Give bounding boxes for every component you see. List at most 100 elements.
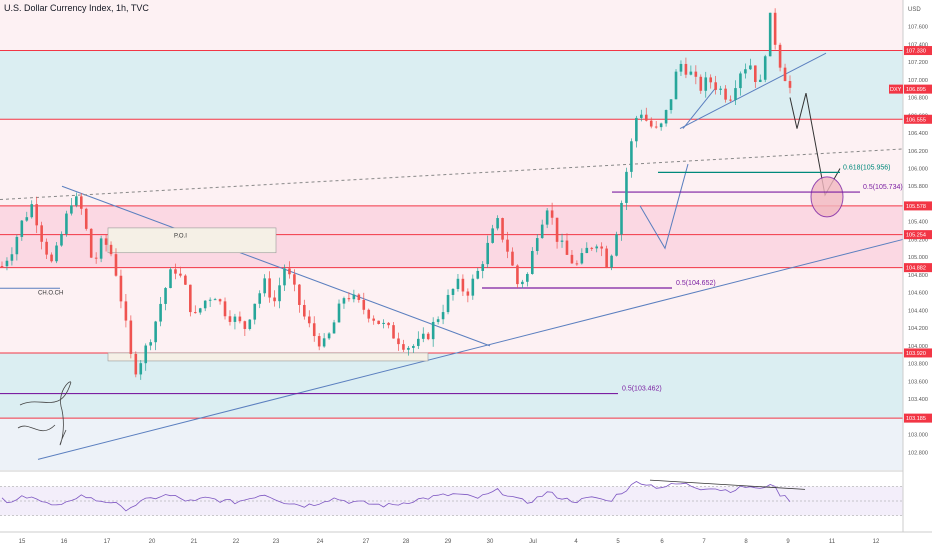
candle-body xyxy=(674,71,678,100)
level-badge-6 xyxy=(904,413,932,423)
time-label-11: 30 xyxy=(487,539,494,545)
time-label-14: 5 xyxy=(616,539,620,545)
fib-label-0: 0.618(105.956) xyxy=(843,164,890,171)
candle-body xyxy=(580,253,584,264)
price-tick-21: 103.400 xyxy=(908,397,928,403)
price-tick-11: 105.400 xyxy=(908,220,928,226)
candle-body xyxy=(208,299,212,301)
time-label-15: 6 xyxy=(660,539,664,545)
level-badge-5 xyxy=(904,348,932,358)
demand-box xyxy=(107,352,429,362)
candle-body xyxy=(5,260,9,267)
time-label-20: 12 xyxy=(873,539,880,545)
candle-body xyxy=(223,301,227,317)
candle-body xyxy=(139,363,143,375)
candle-body xyxy=(630,141,633,172)
candle-body xyxy=(744,69,747,74)
time-label-2: 17 xyxy=(104,539,111,545)
rsi-pane: 75.0050.0025.00 xyxy=(0,470,932,520)
price-tick-2: 107.200 xyxy=(908,60,928,66)
candle-body xyxy=(709,77,713,83)
current-symbol-text: DXY xyxy=(890,87,902,93)
candle-body xyxy=(694,71,698,77)
candle-body xyxy=(327,333,331,339)
candle-body xyxy=(154,321,157,343)
candle-body xyxy=(575,263,579,265)
candle-body xyxy=(283,268,286,286)
time-label-17: 8 xyxy=(744,539,748,545)
candle-body xyxy=(620,202,623,235)
candle-body xyxy=(382,322,385,325)
level-badge-text-5: 103.920 xyxy=(906,351,926,357)
candle-body xyxy=(585,247,589,254)
fib-label-1: 0.5(105.734) xyxy=(863,184,903,191)
candle-body xyxy=(560,240,564,242)
price-tick-18: 104.000 xyxy=(908,344,928,350)
current-price-badge xyxy=(904,84,932,94)
candle-body xyxy=(248,319,252,329)
level-badge-text-4: 104.882 xyxy=(906,266,926,272)
time-label-4: 21 xyxy=(191,539,198,545)
candle-body xyxy=(149,342,152,346)
candle-body xyxy=(412,345,415,348)
candle-body xyxy=(446,294,450,313)
rising-wedge-line xyxy=(679,52,827,130)
candle-body xyxy=(724,88,727,100)
candle-body xyxy=(471,278,475,296)
candle-body xyxy=(104,238,108,245)
candle-body xyxy=(397,338,400,345)
price-tick-8: 106.000 xyxy=(908,166,928,172)
candle-body xyxy=(114,254,118,276)
candle-body xyxy=(778,44,782,68)
candle-body xyxy=(10,254,14,261)
candle-body xyxy=(758,79,762,83)
rsi-band xyxy=(0,486,903,516)
uptrend-line xyxy=(37,238,904,460)
candle-body xyxy=(35,204,38,226)
poi-box xyxy=(107,227,277,254)
candle-body xyxy=(337,303,341,323)
level-badge-1 xyxy=(904,114,932,124)
candle-body xyxy=(526,273,529,282)
candle-body xyxy=(268,278,271,298)
price-tick-4: 106.800 xyxy=(908,96,928,102)
time-label-10: 29 xyxy=(445,539,452,545)
candle-body xyxy=(79,196,83,209)
levels-layer xyxy=(0,50,903,419)
candle-body xyxy=(70,205,73,214)
target-circle xyxy=(810,176,844,218)
price-tick-12: 105.200 xyxy=(908,237,928,243)
fib-label-2: 0.5(104.652) xyxy=(676,280,716,287)
candle-body xyxy=(565,240,569,255)
candle-body xyxy=(714,82,717,90)
candle-body xyxy=(426,333,430,340)
candle-body xyxy=(511,251,514,266)
candle-body xyxy=(754,65,757,83)
candle-body xyxy=(238,316,242,322)
candle-body xyxy=(441,312,445,320)
candle-body xyxy=(768,12,772,57)
candle-body xyxy=(332,322,336,334)
candle-body xyxy=(169,269,172,289)
candle-body xyxy=(109,244,113,255)
candle-body xyxy=(595,246,599,249)
candle-body xyxy=(659,123,663,128)
candle-body xyxy=(75,196,78,206)
time-label-7: 24 xyxy=(317,539,324,545)
candle-body xyxy=(431,321,435,340)
time-label-18: 9 xyxy=(786,539,790,545)
candle-body xyxy=(99,238,103,259)
candle-body xyxy=(719,88,722,90)
candle-body xyxy=(486,242,489,265)
level-badge-text-2: 105.578 xyxy=(906,204,926,210)
candle-body xyxy=(456,278,460,289)
candle-body xyxy=(521,281,524,285)
price-tick-20: 103.600 xyxy=(908,379,928,385)
candle-body xyxy=(704,77,708,91)
chart-title: U.S. Dollar Currency Index, 1h, TVC xyxy=(4,3,149,13)
candle-body xyxy=(288,268,291,275)
candle-body xyxy=(218,299,222,302)
candle-body xyxy=(357,294,361,300)
zone-lower xyxy=(0,418,903,470)
time-axis: 15 16 17 20 21 22 23 24 27 28 29 30 Jul 4 5 6 7 8 9 11 12 xyxy=(0,531,932,545)
